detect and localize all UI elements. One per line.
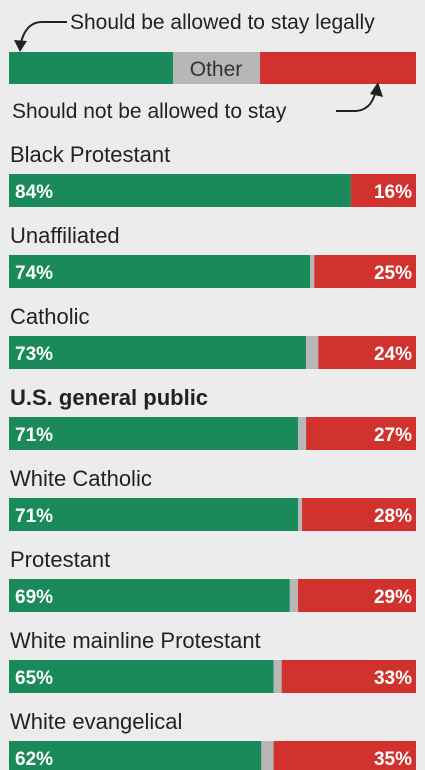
legend: Should be allowed to stay legally Other … <box>9 11 416 123</box>
value-label-not-stay: 24% <box>374 344 412 365</box>
value-label-not-stay: 16% <box>374 182 412 203</box>
category-label: Protestant <box>10 547 110 572</box>
bar-segment-other <box>289 579 298 612</box>
bar-segment-not-stay <box>297 579 416 612</box>
value-label-not-stay: 27% <box>374 425 412 446</box>
value-label-not-stay: 35% <box>374 749 412 770</box>
value-label-not-stay: 25% <box>374 263 412 284</box>
value-label-not-stay: 28% <box>374 506 412 527</box>
legend-top-label: Should be allowed to stay legally <box>70 11 375 34</box>
value-label-stay: 71% <box>15 425 53 446</box>
bar-segment-other <box>273 660 282 693</box>
value-label-stay: 73% <box>15 344 53 365</box>
bar-segment-other <box>261 741 274 770</box>
bar-segment-stay <box>9 174 351 207</box>
category-label: U.S. general public <box>10 385 208 410</box>
bar-segment-not-stay <box>306 417 416 450</box>
legend-bar-stay <box>9 52 173 84</box>
legend-bar-other <box>173 52 260 84</box>
bar-segment-stay <box>9 741 262 770</box>
category-label: White Catholic <box>10 466 152 491</box>
bars-group: Black Protestant 84% 16% Unaffiliated 74% 25%… <box>9 142 416 770</box>
category-label: White mainline Protestant <box>10 628 261 653</box>
legend-bottom-label: Should not be allowed to stay <box>12 100 287 123</box>
category-label: Catholic <box>10 304 89 329</box>
bar-segment-not-stay <box>350 174 416 207</box>
bar-segment-other <box>297 417 307 450</box>
bar-segment-not-stay <box>318 336 416 369</box>
value-label-stay: 62% <box>15 749 53 770</box>
legend-arrow-top <box>19 21 67 45</box>
bar-segment-stay <box>9 660 274 693</box>
bar-segment-stay <box>9 579 290 612</box>
value-label-stay: 84% <box>15 182 53 203</box>
bar-segment-stay <box>9 417 298 450</box>
category-label: Unaffiliated <box>10 223 120 248</box>
bar-segment-not-stay <box>314 255 416 288</box>
bar-segment-not-stay <box>302 498 416 531</box>
value-label-stay: 74% <box>15 263 53 284</box>
value-label-not-stay: 29% <box>374 587 412 608</box>
legend-other-label: Other <box>190 58 243 81</box>
category-label: White evangelical <box>10 709 182 734</box>
bar-segment-stay <box>9 255 311 288</box>
value-label-stay: 65% <box>15 668 53 689</box>
legend-arrowhead-bottom <box>370 82 383 97</box>
value-label-not-stay: 33% <box>374 668 412 689</box>
value-label-stay: 69% <box>15 587 53 608</box>
legend-bar-not-stay <box>260 52 416 84</box>
legend-arrowhead-top <box>14 40 27 52</box>
bar-segment-other <box>310 255 315 288</box>
bar-segment-not-stay <box>273 741 416 770</box>
category-label: Black Protestant <box>10 142 170 167</box>
bar-segment-stay <box>9 498 298 531</box>
bar-segment-other <box>306 336 319 369</box>
value-label-stay: 71% <box>15 506 53 527</box>
legend-arrow-bottom <box>336 91 377 112</box>
bar-segment-other <box>297 498 303 531</box>
bar-segment-stay <box>9 336 307 369</box>
bar-segment-not-stay <box>281 660 416 693</box>
